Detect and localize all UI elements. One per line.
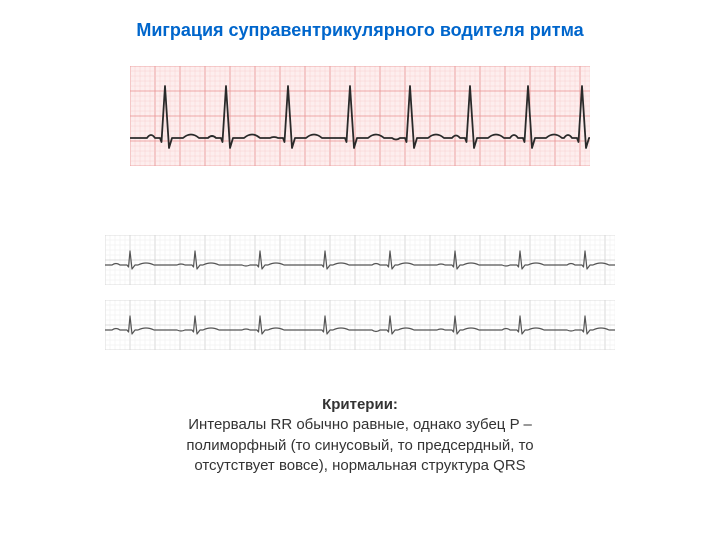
ecg-strip-bottom	[105, 300, 615, 350]
criteria-header: Критерии:	[322, 396, 398, 413]
ecg-strip-top	[130, 66, 590, 166]
criteria-body: Интервалы RR обычно равные, однако зубец…	[186, 416, 533, 474]
ecg-strip-mid	[105, 235, 615, 285]
page-title: Миграция суправентрикулярного водителя р…	[0, 20, 720, 41]
criteria-block: Критерии: Интервалы RR обычно равные, од…	[160, 395, 560, 476]
